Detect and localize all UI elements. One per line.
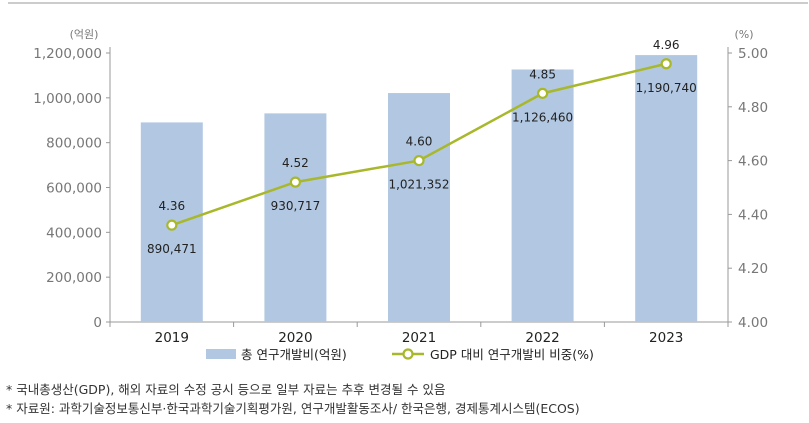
- right-axis-unit: (%): [734, 28, 753, 41]
- right-tick-label: 4.60: [738, 154, 768, 170]
- data-labels: 4.36 4.52 4.60 4.85 4.96 890,471 930,717 1,021,…: [147, 38, 697, 256]
- bar-value-label: 1,190,740: [636, 81, 697, 95]
- bar-series: [140, 55, 698, 323]
- bar-value-label: 1,021,352: [388, 178, 449, 192]
- axes: 0 200,000 400,000 600,000 800,000 1,000,000 1,…: [33, 28, 768, 346]
- bar: [635, 55, 698, 323]
- left-tick-label: 1,000,000: [33, 91, 102, 107]
- left-tick-label: 600,000: [46, 181, 102, 197]
- x-tick-label: 2019: [155, 330, 189, 346]
- left-axis-unit: (억원): [70, 28, 99, 41]
- line-marker: [660, 58, 672, 70]
- line-marker: [536, 87, 549, 99]
- legend-label-bar: 총 연구개발비(억원): [241, 347, 347, 362]
- bar-value-label: 930,717: [271, 199, 321, 213]
- line-value-label: 4.52: [282, 156, 309, 170]
- line-marker: [166, 219, 178, 231]
- right-tick-label: 4.80: [738, 100, 768, 116]
- bar: [511, 69, 574, 322]
- right-tick-label: 4.20: [738, 261, 768, 277]
- bar: [264, 113, 327, 322]
- footnote-revision: * 국내총생산(GDP), 해외 자료의 수정 공시 등으로 일부 자료는 추후…: [6, 382, 446, 397]
- x-tick-label: 2022: [525, 330, 559, 346]
- left-tick-label: 1,200,000: [33, 46, 102, 62]
- right-tick-label: 5.00: [738, 46, 768, 62]
- bar: [388, 93, 450, 322]
- line-series: [166, 58, 672, 231]
- line-value-label: 4.36: [158, 199, 185, 213]
- footnotes: * 국내총생산(GDP), 해외 자료의 수정 공시 등으로 일부 자료는 추후…: [6, 380, 806, 418]
- left-tick-label: 0: [93, 315, 102, 331]
- line-marker: [413, 155, 425, 167]
- left-tick-label: 200,000: [46, 270, 102, 286]
- x-tick-label: 2021: [402, 330, 436, 346]
- line-marker: [289, 176, 301, 188]
- left-tick-label: 800,000: [46, 136, 102, 152]
- x-tick-label: 2023: [649, 330, 683, 346]
- legend-label-line: GDP 대비 연구개발비 비중(%): [430, 347, 594, 362]
- line-value-label: 4.96: [653, 38, 680, 52]
- legend-swatch-bar: [206, 349, 236, 359]
- combo-chart: 0 200,000 400,000 600,000 800,000 1,000,000 1,…: [8, 2, 808, 362]
- legend: 총 연구개발비(억원) GDP 대비 연구개발비 비중(%): [206, 347, 594, 362]
- x-tick-label: 2020: [278, 330, 312, 346]
- right-tick-label: 4.00: [738, 315, 768, 331]
- left-tick-label: 400,000: [46, 225, 102, 241]
- line-value-label: 4.60: [406, 135, 433, 149]
- right-tick-label: 4.40: [738, 207, 768, 223]
- footnote-source: * 자료원: 과학기술정보통신부·한국과학기술기획평가원, 연구개발활동조사/ …: [6, 401, 580, 416]
- legend-swatch-marker: [402, 348, 414, 360]
- bar-value-label: 1,126,460: [512, 110, 573, 124]
- bar-value-label: 890,471: [147, 242, 197, 256]
- line-value-label: 4.85: [529, 67, 556, 81]
